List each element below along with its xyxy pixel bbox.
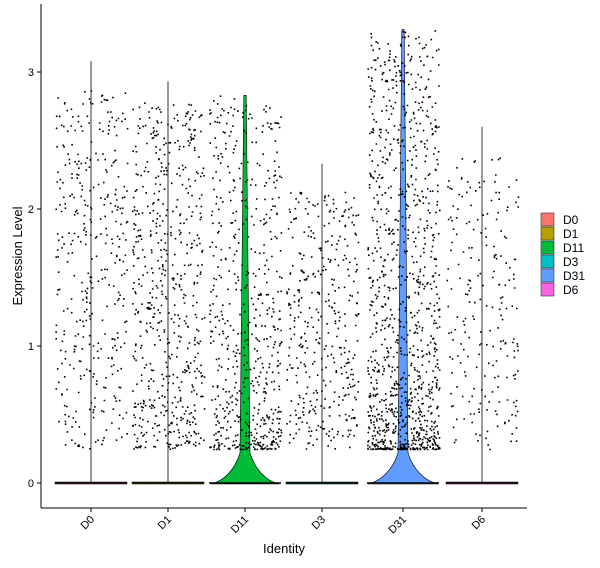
legend-swatch	[540, 282, 555, 297]
violin-shape	[210, 94, 280, 485]
jitter-points-D0	[55, 90, 129, 450]
x-tick-label: D0	[79, 514, 97, 532]
legend-swatch	[540, 254, 555, 269]
legend-swatch	[540, 268, 555, 283]
x-tick-label: D1	[156, 514, 174, 532]
y-tick-label: 2	[28, 204, 34, 216]
y-axis-title: Expression Level	[10, 206, 25, 305]
legend-label: D0	[563, 213, 579, 227]
y-ticks: 0 1 2 3	[28, 67, 41, 490]
x-tick-label: D3	[310, 514, 328, 532]
legend-label: D11	[563, 241, 584, 255]
axes	[40, 4, 527, 509]
legend-label: D31	[563, 269, 585, 283]
jitter-points-D1	[132, 102, 206, 451]
x-tick-label: D11	[229, 514, 251, 536]
y-tick-label: 3	[28, 67, 34, 79]
violin-shape	[367, 29, 439, 485]
legend-swatch	[540, 226, 555, 241]
y-tick-label: 1	[28, 341, 34, 353]
x-ticks: D0 D1 D11 D3 D31 D6	[79, 508, 488, 536]
x-tick-label: D6	[470, 514, 488, 532]
legend-label: D3	[563, 255, 579, 269]
jitter-points-D3	[286, 191, 360, 450]
violin-layer	[54, 29, 519, 485]
jitter-points-D6	[446, 157, 520, 451]
legend-label: D1	[563, 227, 579, 241]
legend-swatch	[540, 212, 555, 227]
jitter-points-D11	[209, 95, 283, 451]
y-tick-label: 0	[28, 478, 34, 490]
legend-label: D6	[563, 283, 579, 297]
x-axis-title: Identity	[263, 541, 305, 556]
x-tick-label: D31	[386, 514, 409, 537]
jitter-points-layer	[55, 30, 520, 484]
legend-swatch	[540, 240, 555, 255]
